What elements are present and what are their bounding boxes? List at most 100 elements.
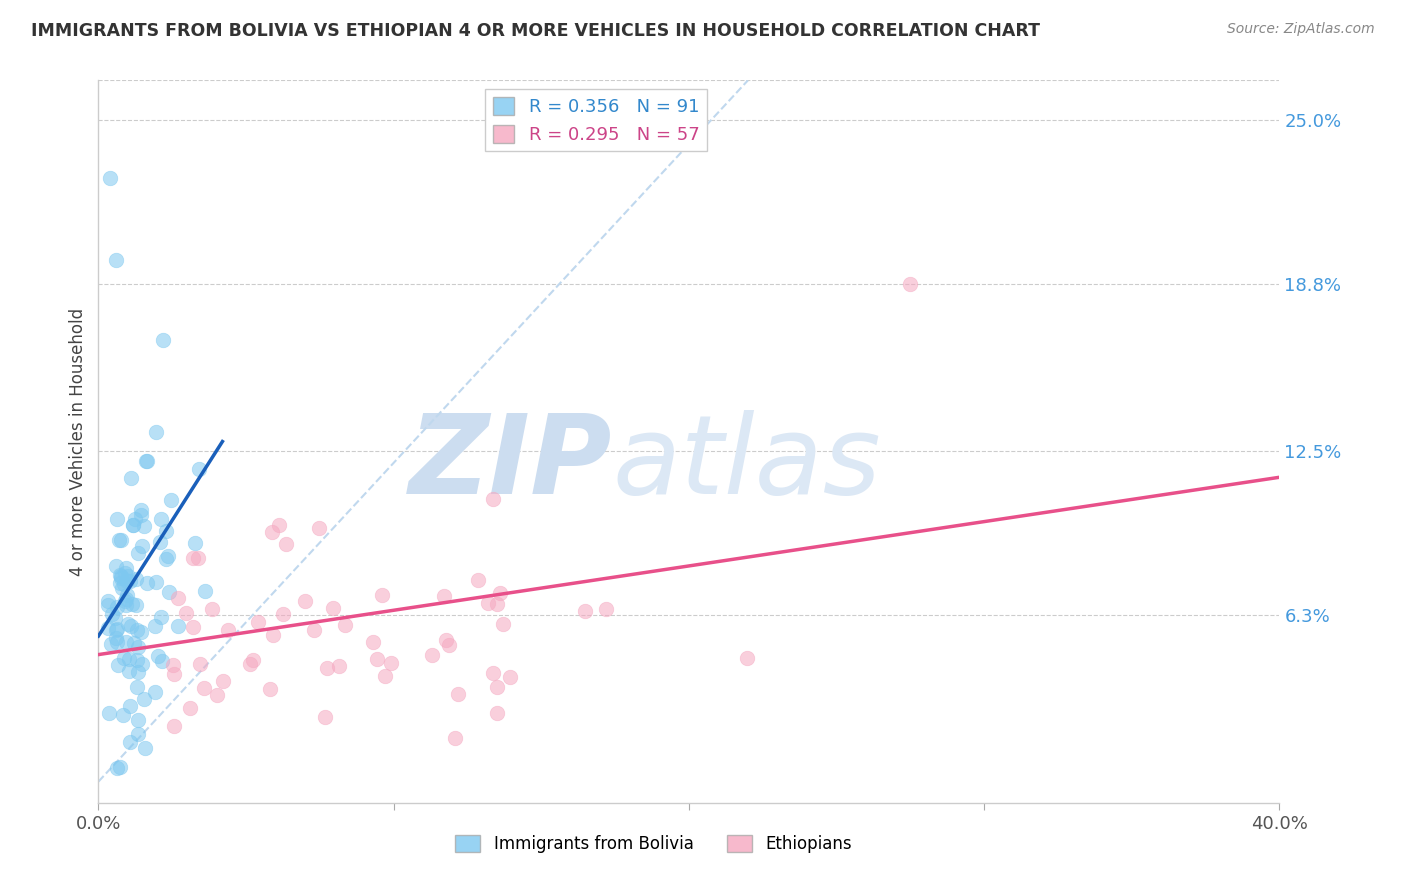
Point [121, 517, 143, 532]
Point [433, 589, 456, 603]
Point [900, 277, 922, 291]
Point [239, 657, 262, 671]
Point [145, 575, 167, 590]
Point [125, 624, 148, 638]
Point [179, 700, 201, 714]
Point [187, 462, 209, 476]
Point [98, 171, 121, 186]
Point [302, 623, 325, 637]
Point [447, 687, 470, 701]
Point [188, 657, 211, 671]
Point [157, 549, 180, 563]
Point [420, 648, 443, 662]
Point [366, 652, 388, 666]
Point [201, 602, 224, 616]
Point [269, 518, 291, 533]
Point [321, 600, 343, 615]
Point [114, 566, 136, 580]
Point [467, 573, 489, 587]
Point [374, 669, 396, 683]
Point [167, 591, 190, 605]
Text: atlas: atlas [612, 409, 880, 516]
Point [105, 512, 128, 526]
Point [129, 502, 152, 516]
Point [148, 649, 170, 664]
Point [217, 623, 239, 637]
Point [110, 571, 132, 585]
Point [105, 622, 128, 636]
Point [98, 706, 121, 721]
Point [157, 585, 180, 599]
Point [105, 761, 128, 775]
Point [174, 606, 197, 620]
Point [127, 640, 149, 654]
Point [595, 602, 617, 616]
Point [259, 682, 281, 697]
Point [328, 658, 350, 673]
Point [132, 691, 155, 706]
Point [124, 512, 146, 526]
Point [117, 574, 139, 588]
Point [108, 533, 131, 547]
Point [110, 569, 132, 583]
Point [482, 666, 505, 681]
Point [437, 638, 460, 652]
Point [737, 650, 759, 665]
Point [136, 454, 159, 468]
Point [274, 537, 297, 551]
Point [162, 657, 184, 672]
Point [186, 551, 208, 566]
Point [105, 559, 128, 574]
Point [489, 586, 512, 600]
Point [127, 546, 149, 560]
Point [361, 634, 384, 648]
Point [143, 619, 166, 633]
Point [131, 539, 153, 553]
Point [150, 512, 173, 526]
Point [134, 741, 156, 756]
Point [104, 623, 127, 637]
Point [135, 454, 157, 468]
Point [207, 688, 229, 702]
Point [134, 519, 156, 533]
Point [100, 637, 122, 651]
Point [167, 619, 190, 633]
Point [117, 569, 139, 583]
Point [105, 635, 128, 649]
Point [110, 533, 132, 547]
Point [150, 654, 173, 668]
Point [159, 492, 181, 507]
Point [181, 620, 204, 634]
Point [120, 618, 142, 632]
Point [184, 536, 207, 550]
Point [485, 597, 508, 611]
Point [155, 524, 177, 538]
Point [122, 518, 145, 533]
Point [131, 657, 153, 672]
Point [155, 552, 177, 566]
Text: IMMIGRANTS FROM BOLIVIA VS ETHIOPIAN 4 OR MORE VEHICLES IN HOUSEHOLD CORRELATION: IMMIGRANTS FROM BOLIVIA VS ETHIOPIAN 4 O… [31, 22, 1040, 40]
Point [477, 596, 499, 610]
Point [482, 492, 505, 507]
Point [117, 617, 139, 632]
Point [125, 572, 148, 586]
Point [149, 609, 172, 624]
Point [486, 680, 509, 694]
Point [152, 333, 174, 347]
Point [114, 591, 136, 606]
Point [122, 636, 145, 650]
Point [108, 568, 131, 582]
Point [125, 653, 148, 667]
Point [443, 731, 465, 746]
Point [118, 652, 141, 666]
Point [112, 651, 135, 665]
Point [112, 576, 135, 591]
Point [163, 667, 186, 681]
Point [111, 582, 134, 596]
Point [314, 710, 336, 724]
Point [108, 760, 131, 774]
Point [242, 653, 264, 667]
Point [105, 253, 128, 268]
Point [114, 560, 136, 574]
Text: Source: ZipAtlas.com: Source: ZipAtlas.com [1227, 22, 1375, 37]
